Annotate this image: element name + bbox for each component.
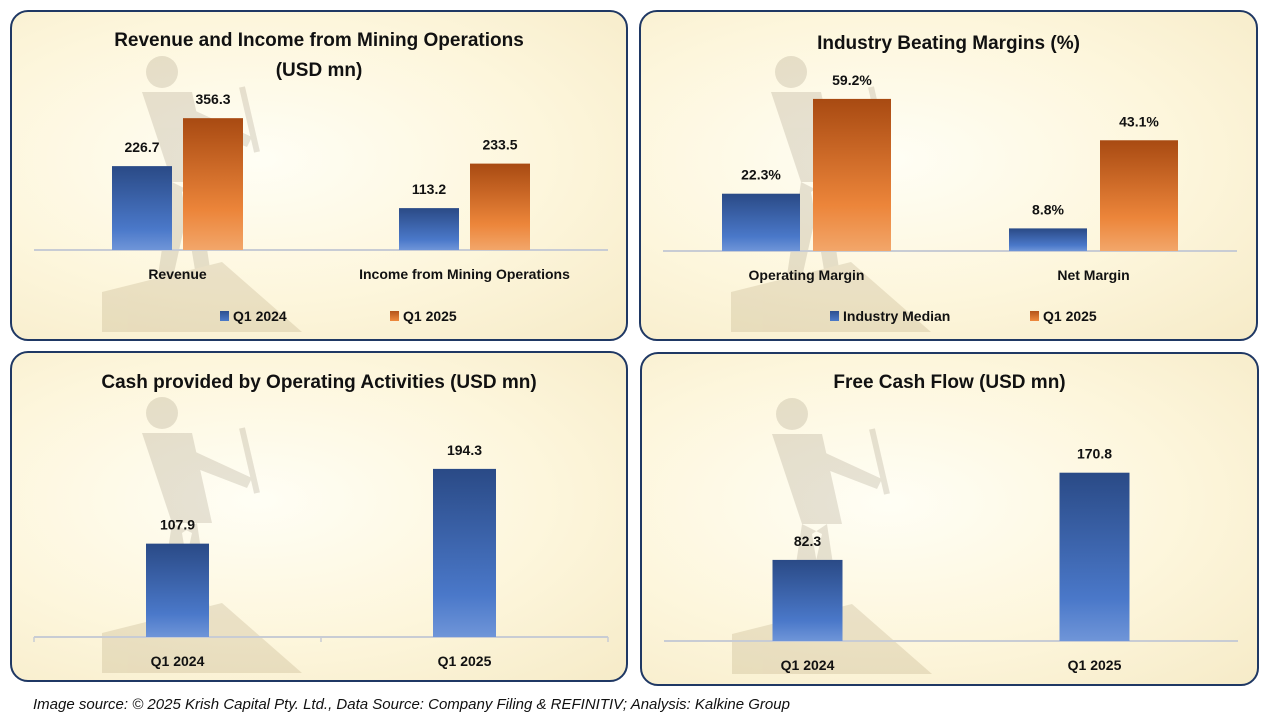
legend-label: Q1 2024 bbox=[233, 308, 287, 324]
free-cash-flow-bar-chart: 82.3 Q1 2024 170.8 Q1 2025 bbox=[664, 446, 1238, 673]
bar-q1-2024-revenue bbox=[112, 166, 172, 250]
x-tick-label: Q1 2025 bbox=[438, 653, 492, 669]
chart-title: Industry Beating Margins (%) bbox=[817, 33, 1080, 54]
legend-item-q1-2025: Q1 2025 bbox=[390, 308, 457, 324]
x-tick-label: Revenue bbox=[148, 266, 207, 282]
data-label: 194.3 bbox=[447, 442, 482, 458]
chart-title: Revenue and Income from Mining Operation… bbox=[114, 30, 524, 51]
data-label: 170.8 bbox=[1077, 446, 1112, 462]
x-tick-label: Net Margin bbox=[1057, 267, 1129, 283]
bar-free-cash-flow-q1-2025 bbox=[1059, 472, 1130, 641]
free-cash-flow-chart-panel: Free Cash Flow (USD mn) 82.3 Q1 2024 170.8… bbox=[640, 352, 1259, 686]
legend-label: Industry Median bbox=[843, 308, 951, 324]
legend-item-q1-2025: Q1 2025 bbox=[1030, 308, 1097, 324]
bar-free-cash-flow-q1-2024 bbox=[772, 559, 843, 641]
data-label: 82.3 bbox=[794, 533, 821, 549]
operating-cash-chart-panel: Cash provided by Operating Activities (U… bbox=[10, 351, 628, 682]
chart-title: Free Cash Flow (USD mn) bbox=[833, 372, 1066, 393]
x-tick-label: Income from Mining Operations bbox=[359, 266, 570, 282]
bar-q1-2024-income-from-mining-operations bbox=[399, 208, 459, 250]
bar-cash-provided-by-operating-activities-q1-2025 bbox=[433, 468, 496, 637]
bar-q1-2025-revenue bbox=[183, 118, 243, 250]
x-tick-label: Operating Margin bbox=[749, 267, 865, 283]
legend-swatch-blue bbox=[830, 311, 839, 321]
margins-bar-chart: 22.3% 59.2% Operating Margin 8.8% 43.1% Net M… bbox=[663, 72, 1237, 283]
data-label: 113.2 bbox=[412, 181, 446, 197]
data-label: 233.5 bbox=[482, 137, 517, 153]
data-label: 226.7 bbox=[124, 139, 159, 155]
bar-q1-2025-net-margin bbox=[1100, 140, 1178, 251]
legend-item-industry-median: Industry Median bbox=[830, 308, 1030, 324]
revenue-income-chart-panel: Revenue and Income from Mining Operation… bbox=[10, 10, 628, 341]
data-label: 107.9 bbox=[160, 517, 195, 533]
image-source-footer: Image source: © 2025 Krish Capital Pty. … bbox=[33, 696, 790, 713]
legend-swatch-orange bbox=[390, 311, 399, 321]
data-label: 43.1% bbox=[1119, 113, 1159, 129]
legend-swatch-blue bbox=[220, 311, 229, 321]
legend-swatch-orange bbox=[1030, 311, 1039, 321]
data-label: 59.2% bbox=[832, 72, 872, 88]
data-label: 356.3 bbox=[195, 91, 230, 107]
bar-q1-2025-income-from-mining-operations bbox=[470, 163, 530, 250]
chart-legend: Q1 2024 Q1 2025 bbox=[220, 308, 457, 324]
x-tick-label: Q1 2025 bbox=[1068, 657, 1122, 673]
x-tick-label: Q1 2024 bbox=[781, 657, 835, 673]
operating-cash-bar-chart: 107.9 Q1 2024 194.3 Q1 2025 bbox=[33, 442, 609, 669]
legend-label: Q1 2025 bbox=[403, 308, 457, 324]
data-label: 8.8% bbox=[1032, 201, 1064, 217]
bar-cash-provided-by-operating-activities-q1-2024 bbox=[146, 543, 209, 637]
chart-legend: Industry Median Q1 2025 bbox=[830, 308, 1097, 324]
chart-title: Cash provided by Operating Activities (U… bbox=[101, 372, 537, 393]
bar-q1-2025-operating-margin bbox=[813, 98, 891, 251]
data-label: 22.3% bbox=[741, 167, 781, 183]
revenue-income-bar-chart: 226.7 356.3 Revenue 113.2 233.5 Income from M… bbox=[34, 91, 608, 282]
x-tick-label: Q1 2024 bbox=[151, 653, 205, 669]
chart-subtitle: (USD mn) bbox=[275, 60, 363, 81]
legend-label: Q1 2025 bbox=[1043, 308, 1097, 324]
margins-chart-panel: Industry Beating Margins (%) 22.3% 59.2% O… bbox=[639, 10, 1258, 341]
bar-industry-median-operating-margin bbox=[722, 193, 800, 251]
legend-item-q1-2024: Q1 2024 bbox=[220, 308, 390, 324]
bar-industry-median-net-margin bbox=[1009, 228, 1087, 251]
